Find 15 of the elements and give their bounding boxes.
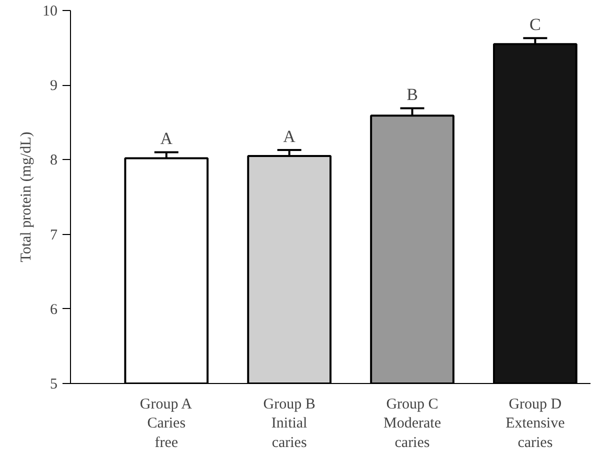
x-tick-label: Group D Extensive caries <box>506 396 566 451</box>
annotation: C <box>530 15 541 34</box>
y-tick-label: 5 <box>50 376 58 392</box>
y-tick-label: 9 <box>50 78 58 94</box>
x-tick-label: Group A Caries free <box>140 396 192 451</box>
annotation: A <box>283 127 296 146</box>
x-tick-label: Group B Initial caries <box>263 396 316 451</box>
y-axis-title: Total protein (mg/dL) <box>18 132 34 262</box>
y-tick-label: 6 <box>50 302 58 318</box>
annotation: A <box>160 129 174 148</box>
y-tick-label: 10 <box>42 4 58 20</box>
x-tick-label: Group C Moderate caries <box>384 396 442 451</box>
y-tick-label: 7 <box>50 227 58 244</box>
y-tick-label: 8 <box>50 152 58 169</box>
annotation: B <box>406 85 418 104</box>
